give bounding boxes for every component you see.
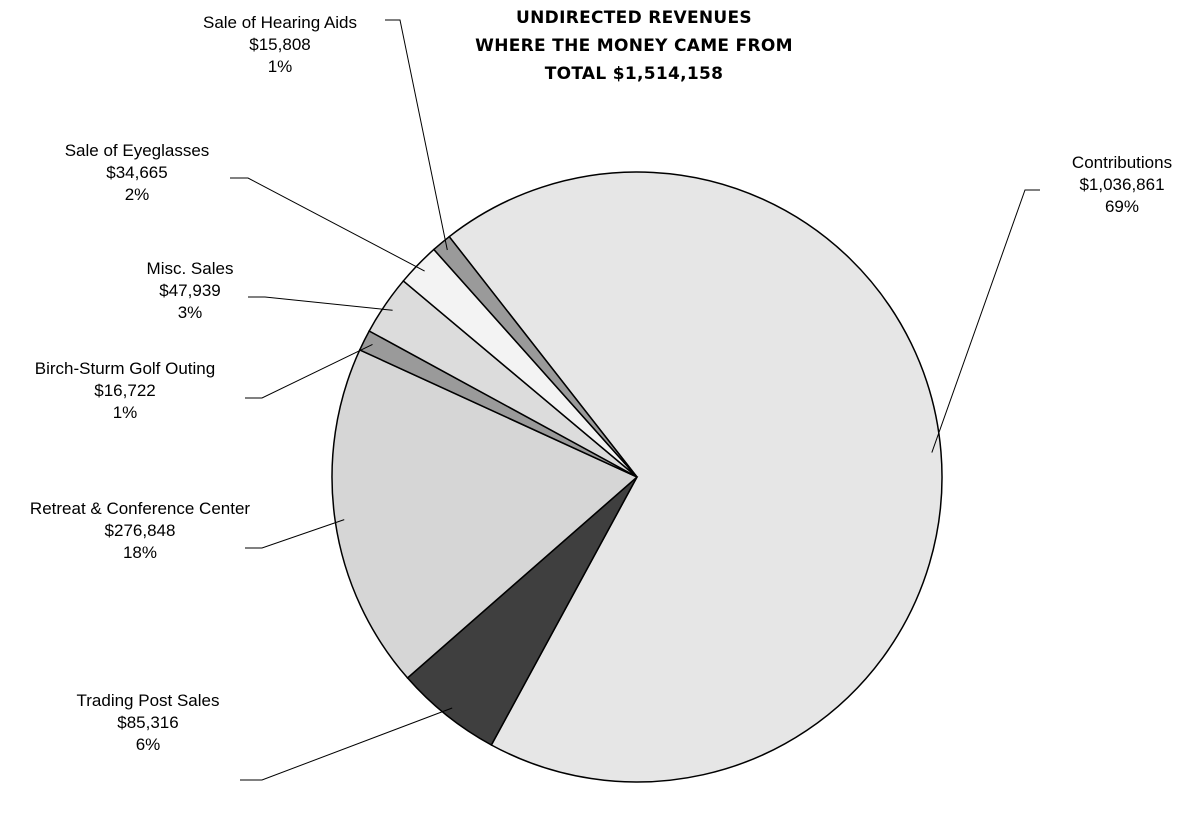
category-label: Contributions <box>1071 153 1173 172</box>
percent-label: 2% <box>124 185 150 204</box>
leader-line <box>240 707 453 781</box>
chart-title: UNDIRECTED REVENUES <box>516 8 752 28</box>
value-label: $16,722 <box>94 381 156 400</box>
pie-slice <box>448 171 943 783</box>
slice-label: Trading Post Sales $85,316 6% <box>77 690 220 756</box>
percent-label: 1% <box>112 403 138 422</box>
slice-label: Misc. Sales $47,939 3% <box>147 258 234 324</box>
slice-label: Retreat & Conference Center $276,848 18% <box>30 498 250 564</box>
category-label: Trading Post Sales <box>76 691 220 710</box>
chart-title: WHERE THE MONEY CAME FROM <box>475 36 793 56</box>
value-label: $276,848 <box>104 521 176 540</box>
value-label: $47,939 <box>159 281 221 300</box>
slice-label: Contributions $1,036,861 69% <box>1072 152 1172 218</box>
value-label: $1,036,861 <box>1079 175 1165 194</box>
leader-line <box>245 519 345 549</box>
percent-label: 1% <box>267 57 293 76</box>
category-label: Sale of Hearing Aids <box>202 13 358 32</box>
category-label: Retreat & Conference Center <box>29 499 251 518</box>
chart-title: TOTAL $1,514,158 <box>544 64 724 84</box>
percent-label: 69% <box>1104 197 1140 216</box>
value-label: $15,808 <box>249 35 311 54</box>
leader-line <box>245 344 373 399</box>
slice-label: Sale of Hearing Aids $15,808 1% <box>203 12 357 78</box>
category-label: Sale of Eyeglasses <box>64 141 210 160</box>
percent-label: 18% <box>122 543 158 562</box>
percent-label: 6% <box>135 735 161 754</box>
leader-line <box>385 19 448 251</box>
slice-label: Birch-Sturm Golf Outing $16,722 1% <box>35 358 215 424</box>
pie-slice <box>432 235 638 478</box>
leader-line <box>931 189 1040 453</box>
pie-slice <box>331 348 639 679</box>
category-label: Birch-Sturm Golf Outing <box>34 359 216 378</box>
category-label: Misc. Sales <box>146 259 234 278</box>
leader-line <box>230 177 425 272</box>
value-label: $85,316 <box>117 713 179 732</box>
value-label: $34,665 <box>106 163 168 182</box>
leader-line <box>248 296 393 311</box>
percent-label: 3% <box>177 303 203 322</box>
slice-label: Sale of Eyeglasses $34,665 2% <box>65 140 210 206</box>
